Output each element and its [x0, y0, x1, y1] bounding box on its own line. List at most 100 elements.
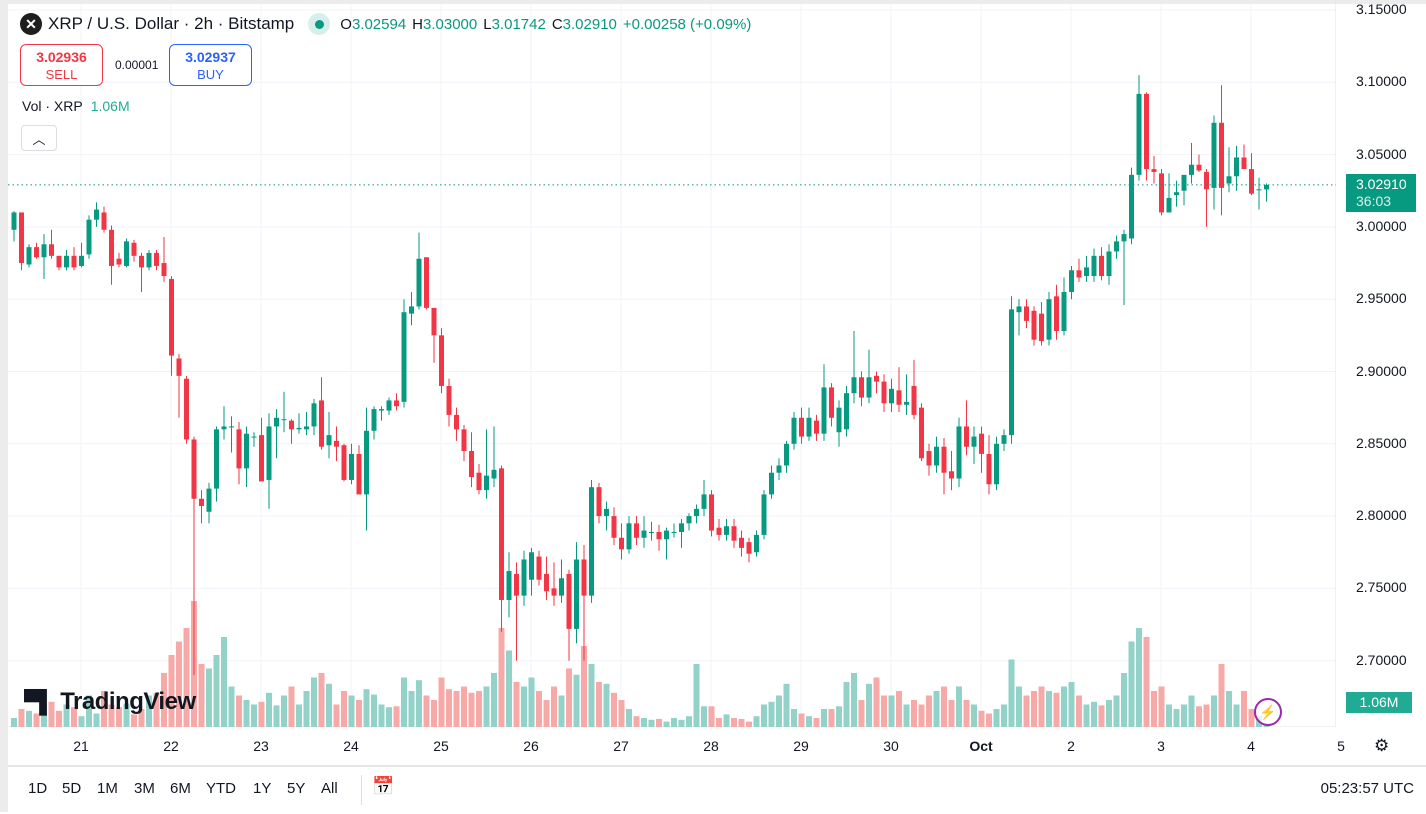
candle-body [146, 252, 152, 268]
volume-bar [701, 706, 707, 727]
volume-bar [18, 709, 25, 727]
candle-body [506, 571, 512, 600]
range-button-5d[interactable]: 5D [62, 780, 82, 797]
tradingview-logo[interactable]: ▀▌ TradingView [24, 688, 196, 716]
chevron-up-icon: ︿ [32, 131, 46, 147]
candle-body [1144, 93, 1149, 170]
volume-bar [926, 695, 932, 727]
xrp-logo-icon: ✕ [20, 13, 42, 35]
sell-label: SELL [45, 67, 78, 82]
candle-body [1039, 313, 1044, 342]
goto-date-calendar-icon[interactable]: 📅 [372, 776, 395, 796]
volume-bar [453, 691, 460, 727]
candle-body [1234, 157, 1239, 177]
candle-body [394, 400, 399, 407]
volume-bar [86, 695, 92, 727]
candle-body [1166, 197, 1172, 213]
volume-bar [33, 713, 40, 727]
time-tick-label: 30 [883, 738, 899, 754]
candle-body [844, 393, 849, 430]
candle-body [409, 306, 414, 314]
volume-bar [243, 700, 250, 727]
lightning-icon[interactable]: ⚡ [1254, 698, 1282, 726]
candle-body [679, 523, 684, 533]
range-button-3m[interactable]: 3M [134, 780, 155, 797]
collapse-legend-button[interactable]: ︿ [21, 125, 57, 151]
volume-bar [416, 680, 422, 727]
candle-body [296, 427, 302, 430]
range-button-6m[interactable]: 6M [170, 780, 191, 797]
candle-body [281, 419, 287, 421]
volume-bar [281, 695, 287, 727]
range-button-5y[interactable]: 5Y [287, 780, 306, 797]
price-chart[interactable] [0, 0, 1336, 727]
volume-bar [596, 682, 602, 727]
volume-bar [836, 706, 842, 727]
buy-button[interactable]: 3.02937 BUY [169, 44, 252, 86]
candle-body [761, 494, 767, 535]
brand-name: TradingView [60, 688, 196, 715]
volume-bar [318, 673, 325, 727]
volume-bar [1211, 695, 1217, 727]
symbol-title[interactable]: XRP / U.S. Dollar · 2h · Bitstamp [48, 14, 295, 33]
candle-body [86, 219, 92, 255]
candle-body [836, 407, 842, 433]
volume-bar [1241, 691, 1247, 727]
candle-body [386, 400, 392, 411]
volume-bar [588, 664, 595, 727]
volume-bar [1008, 659, 1015, 727]
range-button-1y[interactable]: 1Y [253, 780, 272, 797]
candle-body [206, 488, 212, 512]
settings-gear-icon[interactable]: ⚙ [1374, 736, 1390, 755]
volume-legend[interactable]: Vol · XRP 1.06M [22, 98, 130, 114]
volume-bar [1128, 641, 1135, 727]
candle-body [319, 400, 324, 447]
candle-body [904, 401, 909, 405]
candle-body [619, 537, 624, 550]
volume-bar [1091, 701, 1097, 727]
candle-body [1061, 291, 1067, 332]
candle-body [469, 451, 474, 478]
candle-body [866, 377, 872, 398]
volume-bar [213, 655, 220, 727]
volume-bar [663, 721, 670, 727]
candle-body [1121, 234, 1127, 242]
candle-body [251, 436, 257, 438]
volume-bar [431, 700, 437, 727]
market-open-status-icon[interactable] [308, 13, 331, 35]
candle-body [821, 387, 827, 434]
range-button-all[interactable]: All [321, 780, 338, 797]
volume-bar [1001, 704, 1007, 727]
volume-value: 1.06M [90, 98, 130, 114]
price-tick-label: 2.95000 [1356, 290, 1407, 307]
volume-bar [1233, 704, 1240, 727]
volume-axis-badge: 1.06M [1346, 692, 1412, 713]
time-tick-label: 27 [613, 738, 629, 754]
candle-body [1189, 164, 1194, 175]
candle-body [341, 445, 347, 480]
volume-bar [851, 673, 857, 727]
volume-bar [656, 718, 662, 727]
range-button-ytd[interactable]: YTD [206, 780, 236, 797]
candle-body [26, 247, 32, 265]
candle-body [919, 407, 924, 459]
volume-bar [491, 673, 497, 727]
candle-body [431, 307, 437, 336]
volume-bar [296, 704, 302, 727]
candle-body [956, 426, 962, 479]
candle-body [304, 426, 309, 430]
candle-body [356, 453, 362, 495]
range-button-1d[interactable]: 1D [28, 780, 48, 797]
sell-button[interactable]: 3.02936 SELL [20, 44, 103, 86]
candle-body [116, 258, 122, 265]
volume-bar [1106, 700, 1112, 727]
volume-bar [911, 700, 917, 727]
candle-body [964, 426, 969, 447]
utc-clock[interactable]: 05:23:57 UTC [1320, 780, 1414, 797]
candle-body [649, 532, 654, 534]
candle-body [1241, 157, 1247, 170]
candle-body [784, 443, 789, 466]
volume-bar [543, 700, 550, 727]
volume-bar [408, 691, 415, 727]
range-button-1m[interactable]: 1M [97, 780, 118, 797]
